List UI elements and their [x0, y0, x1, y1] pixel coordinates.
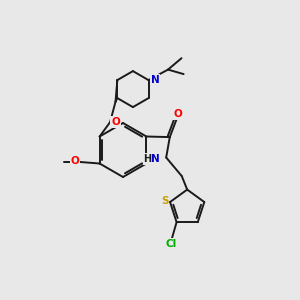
Text: N: N [151, 154, 160, 164]
Text: O: O [70, 155, 79, 166]
Text: O: O [111, 117, 120, 127]
Text: S: S [161, 196, 168, 206]
Text: Cl: Cl [166, 239, 177, 249]
Text: O: O [173, 109, 182, 119]
Text: N: N [151, 74, 160, 85]
Text: H: H [143, 154, 152, 164]
